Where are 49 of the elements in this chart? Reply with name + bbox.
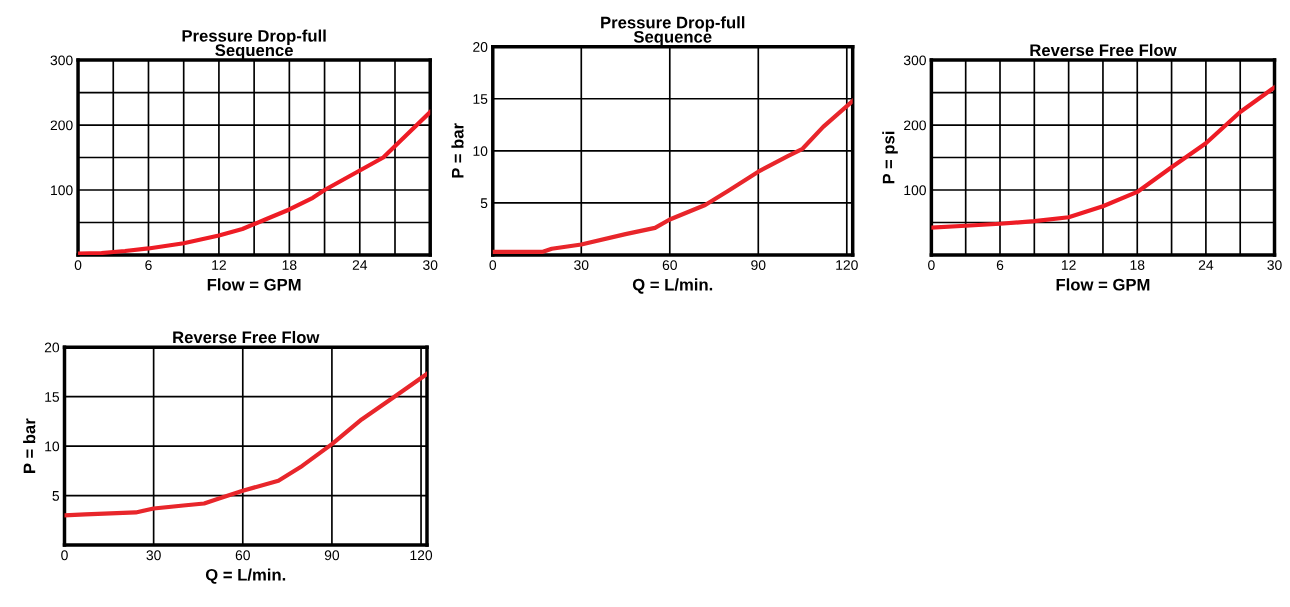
y-tick-label: 5 — [52, 491, 60, 501]
x-tick-label: 90 — [751, 260, 766, 270]
x-axis-title: Q = L/min. — [205, 568, 286, 584]
x-tick-label: 120 — [410, 550, 433, 561]
x-tick-label: 18 — [282, 260, 297, 270]
chart-title: Reverse Free Flow — [173, 330, 320, 344]
chart-title: Pressure Drop-full Sequence — [601, 16, 745, 47]
y-tick-label: 10 — [473, 146, 488, 157]
x-tick-label: 90 — [324, 550, 340, 561]
y-tick-label: 20 — [473, 42, 488, 52]
y-tick-label: 200 — [50, 120, 73, 131]
y-axis-title: P = psi — [882, 131, 898, 184]
x-tick-label: 24 — [1198, 260, 1214, 270]
x-tick-label: 120 — [836, 260, 858, 270]
line-series — [64, 371, 427, 518]
x-axis-title: Flow = GPM — [207, 278, 301, 291]
y-tick-label: 100 — [51, 185, 73, 196]
chart-title: Reverse Free Flow — [1030, 43, 1177, 57]
x-tick-label: 0 — [489, 260, 497, 270]
x-tick-label: 30 — [1267, 260, 1282, 270]
x-tick-label: 60 — [662, 260, 677, 270]
x-tick-label: 6 — [996, 260, 1004, 270]
x-tick-label: 18 — [1130, 260, 1145, 270]
y-tick-label: 300 — [903, 55, 926, 66]
x-tick-label: 24 — [352, 260, 368, 270]
y-tick-label: 300 — [50, 55, 73, 66]
y-tick-label: 20 — [44, 342, 60, 353]
x-tick-label: 0 — [928, 260, 935, 270]
x-tick-label: 60 — [235, 550, 250, 561]
y-tick-label: 200 — [904, 120, 926, 131]
x-tick-label: 0 — [61, 550, 68, 561]
line-series — [931, 85, 1275, 230]
y-tick-label: 100 — [904, 185, 926, 196]
x-axis-title: Q = L/min. — [632, 278, 713, 294]
chart-title: Pressure Drop-full Sequence — [182, 29, 326, 60]
x-tick-label: 30 — [574, 260, 589, 270]
y-tick-label: 10 — [45, 441, 60, 452]
x-tick-label: 30 — [423, 260, 438, 270]
y-axis-title: P = bar — [23, 418, 36, 473]
x-tick-label: 0 — [74, 260, 82, 270]
x-tick-label: 30 — [146, 550, 161, 561]
x-tick-label: 12 — [1061, 260, 1076, 270]
y-axis-title: P = bar — [451, 123, 464, 178]
x-axis-title: Flow = GPM — [1056, 278, 1150, 291]
x-tick-label: 6 — [145, 260, 152, 270]
y-tick-label: 15 — [473, 94, 488, 104]
y-tick-label: 15 — [45, 392, 60, 402]
x-tick-label: 12 — [212, 260, 226, 270]
y-tick-label: 5 — [480, 198, 488, 209]
